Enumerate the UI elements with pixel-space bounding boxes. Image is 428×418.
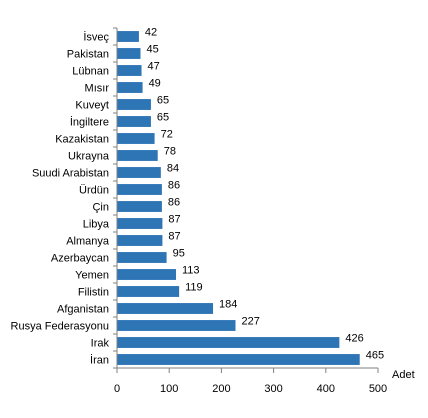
category-label: İran: [90, 354, 109, 367]
value-label: 119: [185, 282, 203, 294]
bars-group: [117, 31, 360, 365]
category-label: Çin: [92, 202, 109, 214]
value-label: 465: [366, 350, 384, 362]
value-label: 65: [157, 112, 169, 124]
bar: [117, 99, 151, 110]
category-label: Kazakistan: [55, 134, 109, 146]
value-label: 86: [168, 197, 180, 209]
bar: [117, 252, 167, 263]
value-label: 86: [168, 180, 180, 192]
value-label: 72: [161, 129, 173, 141]
category-label: Almanya: [66, 236, 110, 248]
bar: [117, 303, 214, 314]
x-tick-label: 300: [264, 383, 282, 395]
bar: [117, 235, 163, 246]
category-label: Suudi Arabistan: [32, 168, 109, 180]
value-label: 45: [146, 44, 158, 56]
value-label: 78: [164, 146, 176, 158]
x-tick-label: 0: [114, 383, 120, 395]
category-label: Yemen: [75, 270, 109, 282]
bar: [117, 82, 143, 93]
value-label: 113: [182, 265, 200, 277]
category-label: Ukrayna: [68, 151, 110, 163]
value-label: 47: [148, 61, 160, 73]
category-label: Azerbaycan: [51, 253, 109, 265]
category-label: İsveç: [83, 31, 109, 44]
category-label: Mısır: [85, 83, 110, 95]
bar: [117, 167, 161, 178]
category-label: İngiltere: [70, 116, 109, 129]
x-tick-label: 500: [369, 383, 387, 395]
value-label: 87: [168, 231, 180, 243]
bar: [117, 65, 142, 76]
bar: [117, 150, 158, 161]
category-label: Lübnan: [72, 66, 109, 78]
x-axis-unit-label: Adet: [392, 369, 415, 381]
x-axis: 0 100 200 300 400 500: [114, 367, 387, 395]
category-label: Ürdün: [79, 185, 109, 197]
value-label: 184: [219, 299, 237, 311]
value-label: 227: [241, 316, 259, 328]
category-label: Afganistan: [57, 304, 109, 316]
category-label: Filistin: [78, 287, 109, 299]
bar: [117, 269, 176, 280]
bar: [117, 48, 141, 59]
value-label: 49: [149, 78, 161, 90]
category-label: Pakistan: [67, 49, 109, 61]
category-label: Kuveyt: [75, 100, 109, 112]
bar: [117, 218, 163, 229]
value-label: 87: [168, 214, 180, 226]
bar: [117, 201, 162, 212]
bar: [117, 320, 236, 331]
value-label: 42: [145, 27, 157, 39]
y-axis: [113, 27, 118, 369]
x-tick-label: 200: [212, 383, 230, 395]
bar: [117, 337, 340, 348]
x-tick-label: 400: [317, 383, 335, 395]
value-label: 84: [167, 163, 179, 175]
value-label: 426: [345, 333, 363, 345]
bar: [117, 354, 360, 365]
category-label: Irak: [91, 338, 110, 350]
value-label: 65: [157, 95, 169, 107]
bar: [117, 286, 180, 297]
category-label: Rusya Federasyonu: [11, 321, 109, 333]
bar: [117, 184, 162, 195]
x-tick-label: 100: [160, 383, 178, 395]
bar: [117, 133, 155, 144]
value-labels: 42 45 47 49 65 65 72 78 84 86 86 87 87 95 113 119 184 227…: [145, 27, 384, 362]
bar: [117, 31, 139, 42]
category-labels: İsveç Pakistan Lübnan Mısır Kuveyt İngiltere K…: [11, 31, 110, 367]
value-label: 95: [173, 248, 185, 260]
category-label: Libya: [83, 219, 110, 231]
bar: [117, 116, 151, 127]
